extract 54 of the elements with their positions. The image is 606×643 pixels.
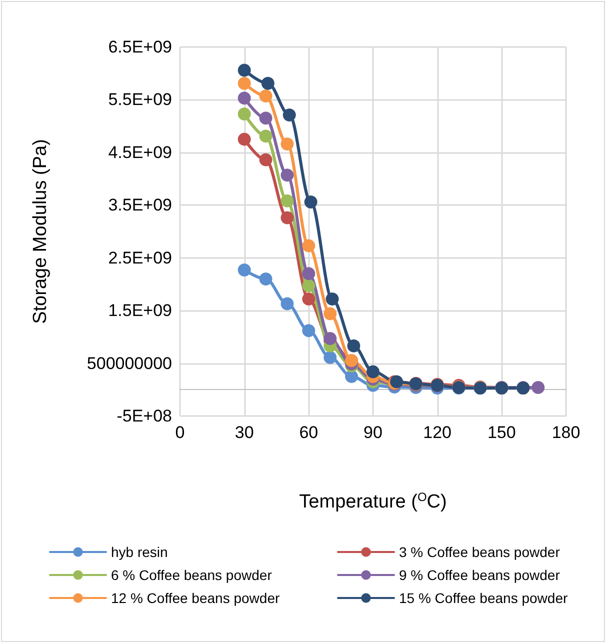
point: [238, 107, 251, 120]
x-tick-label: 120: [423, 423, 452, 442]
y-tick-label: 500000000: [86, 354, 172, 373]
point: [532, 381, 545, 394]
point: [326, 292, 339, 306]
point: [238, 76, 251, 90]
point: [390, 375, 404, 388]
legend-label: 12 % Coffee beans powder: [111, 590, 280, 606]
point: [302, 239, 316, 252]
point: [324, 350, 337, 364]
y-tick-label: 2.5E+09: [108, 248, 172, 268]
point: [347, 339, 360, 352]
point: [280, 137, 294, 150]
y-tick-label: 6.5E+09: [108, 38, 172, 56]
point: [238, 64, 251, 77]
point: [302, 279, 316, 292]
x-tick-label: 90: [364, 423, 382, 442]
point: [259, 272, 272, 286]
point: [345, 370, 358, 383]
y-tick-label: -5E+08: [116, 406, 172, 426]
x-tick-label: 0: [175, 423, 185, 442]
legend-label: 3 % Coffee beans powder: [399, 544, 560, 560]
point: [280, 211, 294, 224]
point: [280, 168, 294, 182]
point: [259, 112, 272, 125]
y-tick-label: 3.5E+09: [108, 196, 172, 215]
x-tick-label: 60: [299, 423, 318, 442]
point: [259, 153, 272, 166]
point: [259, 90, 272, 103]
y-tick-label: 4.5E+09: [108, 142, 172, 162]
x-tick-label: 150: [487, 423, 516, 442]
point: [302, 324, 316, 338]
x-tick-label: 180: [552, 423, 580, 442]
point: [282, 108, 296, 122]
point: [366, 365, 380, 378]
point: [238, 92, 251, 105]
point: [302, 292, 316, 306]
point: [280, 194, 294, 208]
legend-label: 6 % Coffee beans powder: [111, 567, 272, 583]
point: [238, 263, 251, 276]
point: [238, 132, 251, 146]
legend-label: 9 % Coffee beans powder: [399, 567, 560, 583]
y-axis-title: Storage Modulus (Pa): [30, 139, 51, 324]
point: [259, 130, 272, 143]
point: [261, 76, 274, 90]
point: [302, 267, 316, 280]
legend-label: hyb resin: [111, 544, 168, 560]
y-tick-label: 5.5E+09: [108, 90, 172, 110]
point: [304, 195, 318, 208]
point: [324, 307, 337, 320]
y-tick-label: 1.5E+09: [108, 301, 172, 320]
point: [280, 297, 294, 310]
legend-label: 15 % Coffee beans powder: [399, 590, 568, 606]
x-tick-label: 30: [234, 423, 254, 442]
